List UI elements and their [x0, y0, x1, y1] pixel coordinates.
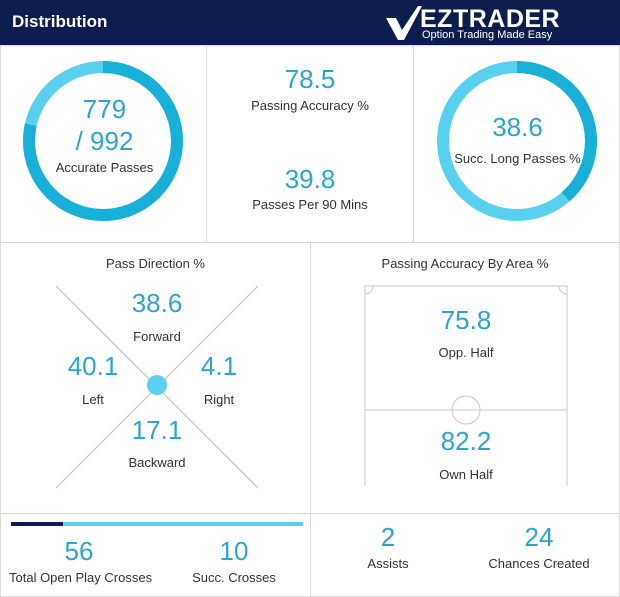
right-label: Right [203, 392, 235, 407]
total-crosses-value: 56 [64, 536, 94, 566]
own-half-value: 82.2 [440, 426, 492, 456]
total-passes-value: / 992 [75, 126, 134, 156]
passing-accuracy-label: Passing Accuracy % [251, 98, 369, 113]
right-value: 4.1 [200, 351, 238, 381]
accurate-passes-label: Accurate Passes [55, 160, 154, 175]
header-bar: Distribution EZTRADER Option Trading Mad… [0, 0, 620, 45]
assists-value: 2 [380, 522, 396, 552]
assists-panel: 2 Assists 24 Chances Created [310, 513, 620, 597]
check-logo-icon [386, 6, 422, 40]
pass-direction-title: Pass Direction % [106, 256, 205, 271]
left-label: Left [82, 392, 104, 407]
long-passes-ring [437, 61, 597, 221]
area-accuracy-title: Passing Accuracy By Area % [381, 256, 549, 271]
long-passes-value: 38.6 [492, 112, 543, 142]
long-passes-label: Succ. Long Passes % [454, 151, 581, 166]
forward-label: Forward [133, 329, 181, 344]
assists-label: Assists [367, 556, 409, 571]
passes-per-90-label: Passes Per 90 Mins [252, 197, 368, 212]
own-half-label: Own Half [439, 467, 493, 482]
accuracy-panel: 78.5 Passing Accuracy % 39.8 Passes Per … [206, 45, 414, 243]
left-value: 40.1 [67, 351, 119, 381]
eztrader-logo[interactable]: EZTRADER Option Trading Made Easy [384, 4, 564, 42]
crosses-bar-track [11, 522, 303, 526]
page-title: Distribution [12, 12, 108, 31]
succ-crosses-label: Succ. Crosses [192, 570, 276, 585]
logo-name: EZTRADER [420, 5, 561, 33]
crosses-panel: 56 Total Open Play Crosses 10 Succ. Cros… [0, 513, 311, 597]
opp-half-value: 75.8 [440, 305, 492, 335]
succ-crosses-value: 10 [219, 536, 249, 566]
opp-half-label: Opp. Half [438, 345, 494, 360]
chances-value: 24 [524, 522, 554, 552]
pitch-diagram [364, 285, 568, 486]
total-crosses-label: Total Open Play Crosses [9, 570, 153, 585]
chances-label: Chances Created [488, 556, 590, 571]
passes-per-90-value: 39.8 [284, 164, 336, 194]
logo-tagline: Option Trading Made Easy [422, 29, 553, 41]
pass-direction-cross [55, 285, 259, 489]
backward-label: Backward [128, 455, 186, 470]
accurate-passes-ring-progress [23, 61, 183, 221]
backward-value: 17.1 [131, 415, 183, 445]
accurate-passes-ring [23, 61, 183, 221]
passing-accuracy-value: 78.5 [284, 64, 336, 94]
center-dot [147, 375, 167, 395]
pass-direction-panel: Pass Direction % 38.6 Forward 40.1 Left … [0, 242, 311, 514]
accurate-passes-value: 779 [82, 94, 127, 124]
crosses-bar-fill [11, 522, 64, 526]
long-passes-panel: 38.6 Succ. Long Passes % [413, 45, 620, 243]
accurate-passes-panel: 779 / 992 Accurate Passes [0, 45, 207, 243]
long-passes-ring-progress [437, 61, 597, 221]
area-accuracy-panel: Passing Accuracy By Area % 75.8 Opp. Hal… [310, 242, 620, 514]
forward-value: 38.6 [131, 288, 183, 318]
